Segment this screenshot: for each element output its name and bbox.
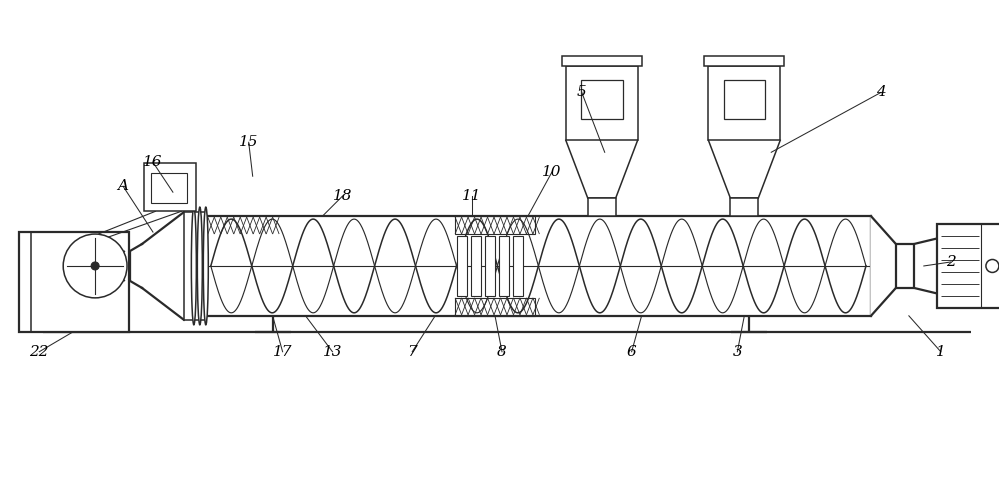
Bar	[513, 236, 523, 296]
Bar	[566, 66, 638, 140]
Text: 1: 1	[936, 345, 946, 359]
Text: 4: 4	[876, 86, 886, 99]
Bar	[562, 55, 642, 66]
Polygon shape	[708, 140, 780, 198]
Text: 6: 6	[627, 345, 637, 359]
Bar	[499, 236, 509, 296]
Ellipse shape	[203, 207, 208, 325]
Bar	[455, 216, 535, 234]
Bar	[184, 212, 206, 320]
Bar	[151, 173, 187, 203]
Polygon shape	[914, 238, 939, 294]
Bar	[455, 298, 535, 316]
Bar	[485, 236, 495, 296]
Polygon shape	[566, 140, 638, 198]
Text: 7: 7	[407, 345, 417, 359]
Text: 18: 18	[333, 189, 352, 203]
Ellipse shape	[191, 207, 196, 325]
Bar	[457, 236, 467, 296]
Bar	[206, 216, 871, 316]
Bar	[708, 66, 780, 140]
Polygon shape	[130, 244, 142, 288]
Ellipse shape	[197, 207, 202, 325]
Text: 5: 5	[577, 86, 587, 99]
Text: 8: 8	[497, 345, 507, 359]
Text: A: A	[118, 179, 129, 193]
Polygon shape	[142, 212, 184, 320]
Text: 13: 13	[323, 345, 342, 359]
Bar	[144, 163, 196, 211]
Bar	[937, 224, 1000, 308]
Bar	[581, 81, 623, 119]
Circle shape	[63, 234, 127, 298]
Text: 16: 16	[143, 155, 163, 169]
Bar	[588, 198, 616, 216]
Text: 2: 2	[946, 255, 956, 269]
Text: 10: 10	[542, 165, 562, 179]
Text: 22: 22	[30, 345, 49, 359]
Bar	[724, 81, 765, 119]
Text: 3: 3	[732, 345, 742, 359]
Text: 17: 17	[273, 345, 292, 359]
Text: 11: 11	[462, 189, 482, 203]
Text: 15: 15	[239, 135, 258, 149]
Bar	[471, 236, 481, 296]
Polygon shape	[871, 216, 896, 316]
Circle shape	[986, 260, 999, 273]
Circle shape	[91, 262, 99, 270]
Bar	[730, 198, 758, 216]
Bar	[19, 232, 129, 332]
Bar	[704, 55, 784, 66]
